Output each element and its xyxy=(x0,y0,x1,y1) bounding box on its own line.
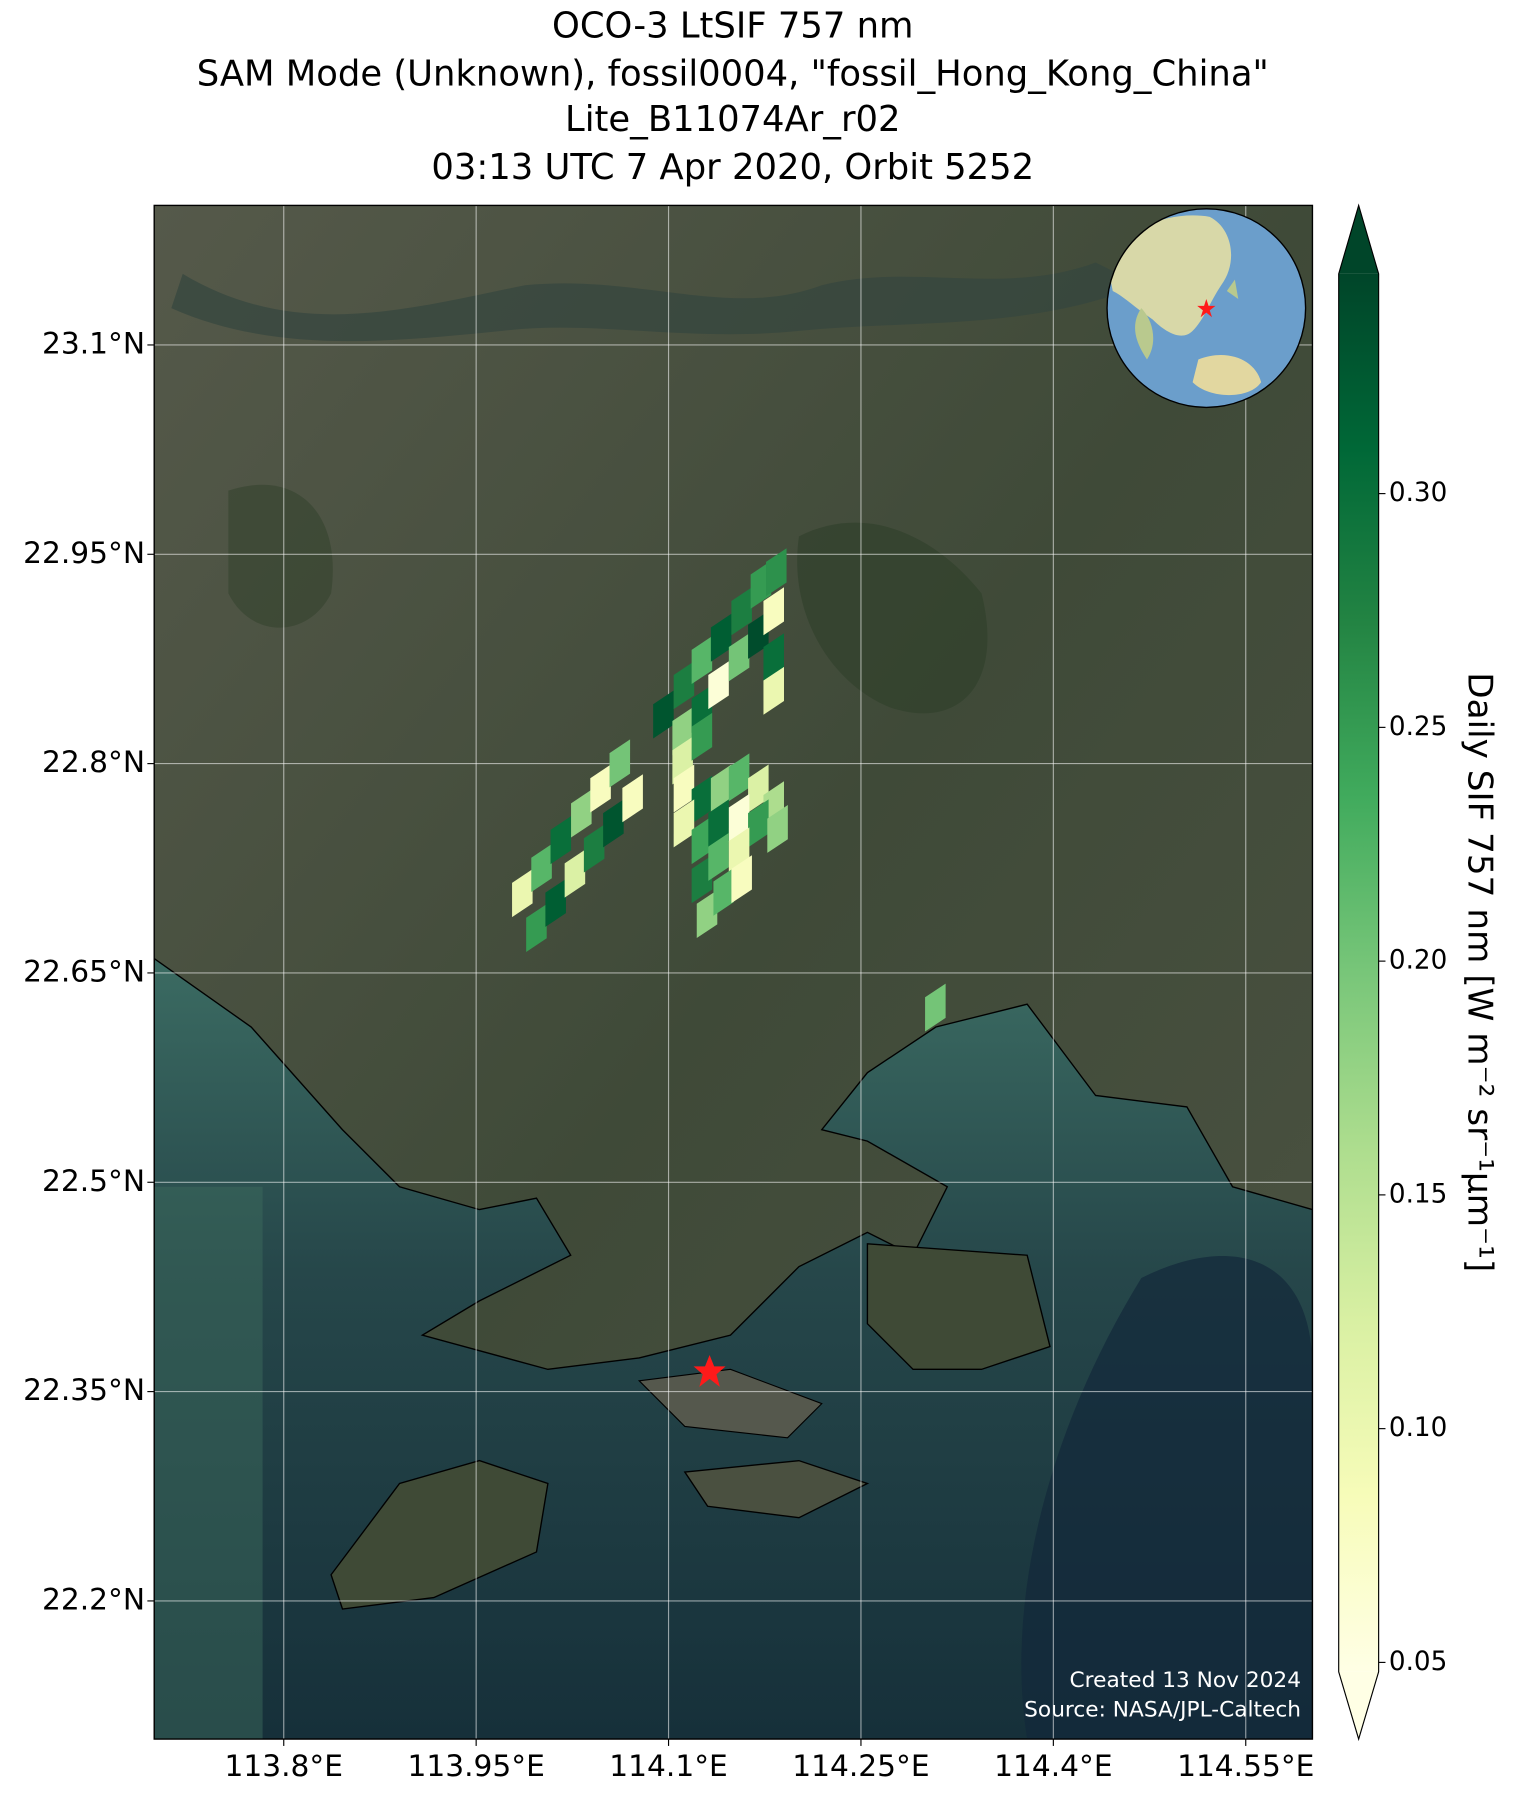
y-tick-label: 22.95°N xyxy=(23,535,145,570)
sif-footprint xyxy=(609,739,631,788)
island xyxy=(330,1459,549,1610)
globe-land xyxy=(1192,354,1262,396)
sif-footprint xyxy=(691,775,713,824)
sif-footprint xyxy=(691,855,713,904)
inset-globe xyxy=(1106,208,1307,409)
river xyxy=(171,262,1142,342)
x-tick-label: 114.25°E xyxy=(792,1748,929,1783)
colorbar-extend xyxy=(1338,205,1379,274)
sif-footprint xyxy=(710,613,732,662)
title-line: OCO-3 LtSIF 757 nm xyxy=(552,5,913,46)
globe-land xyxy=(1135,308,1154,360)
x-tick-label: 114.55°E xyxy=(1177,1748,1314,1783)
globe-land xyxy=(1226,279,1239,299)
hills xyxy=(797,522,988,714)
sif-footprint xyxy=(748,799,769,848)
globe-outline xyxy=(1106,208,1307,409)
sif-footprint xyxy=(763,587,784,636)
sif-footprint xyxy=(673,764,695,813)
credit-line: Created 13 Nov 2024 xyxy=(1070,1668,1301,1693)
y-tick-label: 22.8°N xyxy=(42,744,145,779)
colorbar-extend xyxy=(1338,1671,1379,1740)
sif-footprint xyxy=(691,816,713,865)
island xyxy=(866,1243,1051,1371)
globe-marker xyxy=(1197,298,1216,318)
sif-footprint xyxy=(731,855,752,904)
colorbar-tick-label: 0.20 xyxy=(1389,946,1447,976)
sif-footprint xyxy=(583,824,605,873)
sif-footprint xyxy=(728,753,750,802)
grid xyxy=(154,205,1313,1740)
sif-footprint xyxy=(696,890,718,939)
colorbar-tick-label: 0.25 xyxy=(1389,712,1447,742)
sif-footprint xyxy=(708,799,729,848)
estuary xyxy=(154,1186,263,1740)
sif-footprint xyxy=(731,587,752,636)
colorbar-tick-label: 0.15 xyxy=(1389,1179,1447,1209)
title-line: 03:13 UTC 7 Apr 2020, Orbit 5252 xyxy=(431,147,1034,188)
sif-footprint xyxy=(622,774,643,823)
sif-footprint xyxy=(710,764,732,813)
sif-footprint xyxy=(691,712,713,761)
colorbar-bar xyxy=(1338,273,1379,1672)
sif-footprint xyxy=(673,661,695,710)
sif-footprint xyxy=(512,869,533,918)
map-frame xyxy=(153,204,1314,1740)
sif-footprint xyxy=(531,844,552,892)
sif-footprint xyxy=(767,804,788,853)
credit-line: Source: NASA/JPL-Caltech xyxy=(1024,1698,1301,1723)
sif-footprint xyxy=(673,799,695,848)
globe-land xyxy=(1107,215,1232,336)
island xyxy=(683,1459,870,1519)
footprints xyxy=(512,548,946,1032)
title-line: SAM Mode (Unknown), fossil0004, "fossil_… xyxy=(197,53,1269,94)
sif-footprint xyxy=(766,548,787,597)
y-tick-label: 22.35°N xyxy=(23,1372,145,1407)
colorbar-outline xyxy=(1338,203,1380,1742)
deep-sea xyxy=(1021,1256,1313,1740)
sif-footprint xyxy=(590,764,611,813)
sif-footprint xyxy=(925,983,946,1032)
colorbar: 0.05 0.10 0.15 0.20 0.25 0.30 xyxy=(1338,203,1447,1742)
x-tick-label: 114.1°E xyxy=(609,1748,727,1783)
title-line: Lite_B11074Ar_r02 xyxy=(565,99,901,140)
target-marker xyxy=(693,1354,726,1387)
sif-footprint xyxy=(691,636,713,685)
sif-footprint xyxy=(603,799,624,848)
colorbar-tick-label: 0.05 xyxy=(1389,1647,1447,1677)
y-tick-label: 22.5°N xyxy=(42,1163,145,1198)
x-tick-label: 113.95°E xyxy=(407,1748,544,1783)
x-tick-label: 113.8°E xyxy=(225,1748,343,1783)
sif-footprint xyxy=(728,633,750,682)
sif-footprint xyxy=(526,904,547,952)
sif-footprint xyxy=(708,832,729,881)
sif-footprint xyxy=(653,690,674,739)
sif-footprint xyxy=(545,878,566,927)
basemap xyxy=(154,205,1313,1740)
colorbar-tick-label: 0.10 xyxy=(1389,1413,1447,1443)
sif-footprint xyxy=(713,867,734,916)
y-tick-label: 22.2°N xyxy=(42,1581,145,1616)
sif-footprint xyxy=(564,849,586,898)
sif-footprint xyxy=(763,666,784,715)
colorbar-label: Daily SIF 757 nm [W m⁻² sr⁻¹μm⁻¹] xyxy=(1459,672,1499,1272)
y-tick-label: 23.1°N xyxy=(42,325,145,360)
sif-footprint xyxy=(550,816,572,865)
sif-footprint xyxy=(728,793,750,842)
hills xyxy=(228,484,333,628)
x-tick-label: 114.4°E xyxy=(994,1748,1112,1783)
y-tick-label: 22.65°N xyxy=(23,953,145,988)
sif-footprint xyxy=(763,633,784,682)
sif-footprint xyxy=(571,789,592,838)
sif-footprint xyxy=(708,661,729,710)
colorbar-tick-label: 0.30 xyxy=(1389,478,1447,508)
